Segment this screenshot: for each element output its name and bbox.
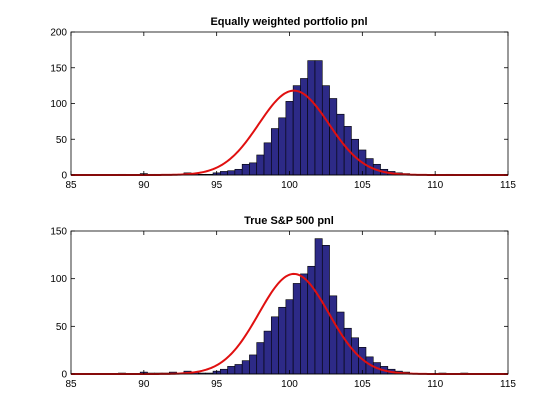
histogram-bar	[234, 168, 243, 176]
x-tick-label: 105	[354, 379, 371, 390]
histogram-bar	[227, 170, 236, 176]
histogram-bar	[263, 142, 272, 176]
histogram-bar	[227, 366, 236, 375]
histogram-bar	[220, 171, 228, 176]
subplot-equally-weighted: 85 90 95 100 105 110 115 0 50 100 150 200 Equally we…	[50, 16, 516, 191]
histogram-bar	[220, 368, 228, 375]
y-tick-label: 150	[50, 227, 67, 238]
histogram-bar	[285, 299, 294, 375]
y-tick-label: 0	[61, 171, 67, 182]
y-tick-label: 100	[50, 99, 67, 110]
histogram-bar	[285, 101, 294, 176]
x-tick-label: 95	[211, 379, 223, 390]
histogram-bar	[292, 85, 301, 176]
histogram-bar	[329, 98, 338, 176]
histogram-bar	[241, 163, 250, 176]
histogram-bar	[343, 327, 352, 375]
x-tick-label: 85	[65, 180, 77, 191]
chart-title: Equally weighted portfolio pnl	[210, 16, 367, 28]
x-tick-label: 85	[65, 379, 77, 390]
y-tick-label: 50	[56, 322, 68, 333]
histogram-bar	[307, 60, 316, 176]
x-tick-label: 110	[427, 180, 443, 191]
x-tick-label: 100	[281, 180, 298, 191]
x-tick-label: 95	[211, 180, 223, 191]
histogram-bar	[300, 273, 309, 375]
histogram-bar	[256, 154, 265, 176]
x-tick-label: 110	[427, 379, 443, 390]
histogram-bar	[241, 360, 250, 375]
histogram-bar	[321, 85, 330, 176]
histogram-bar	[263, 330, 272, 375]
y-tick-label: 50	[56, 135, 68, 146]
histogram-bar	[292, 283, 301, 375]
histogram-bar	[278, 306, 287, 375]
x-tick-label: 115	[500, 379, 516, 390]
histogram-bar	[249, 354, 258, 375]
y-tick-label: 100	[50, 274, 67, 285]
x-tick-label: 115	[500, 180, 516, 191]
histogram-bar	[336, 311, 345, 375]
histogram-bar	[314, 238, 323, 375]
histogram-bar	[278, 117, 287, 176]
x-tick-label: 100	[281, 379, 298, 390]
y-tick-label: 0	[61, 370, 67, 381]
histogram-bar	[329, 295, 338, 375]
histogram-bar	[314, 60, 323, 176]
x-tick-label: 90	[138, 379, 150, 390]
histogram-bar	[249, 162, 258, 176]
chart-title: True S&P 500 pnl	[244, 215, 334, 227]
x-tick-label: 105	[354, 180, 371, 191]
y-tick-label: 150	[50, 63, 67, 74]
y-tick-label: 200	[50, 28, 67, 39]
histogram-bar	[256, 342, 265, 375]
histogram-bar	[270, 128, 279, 176]
subplot-sp500: 85 90 95 100 105 110 115 0 50 100 150 True S&P 500 …	[50, 215, 516, 390]
histogram-bar	[234, 364, 243, 375]
x-tick-label: 90	[138, 180, 150, 191]
histogram-bar	[270, 316, 279, 375]
